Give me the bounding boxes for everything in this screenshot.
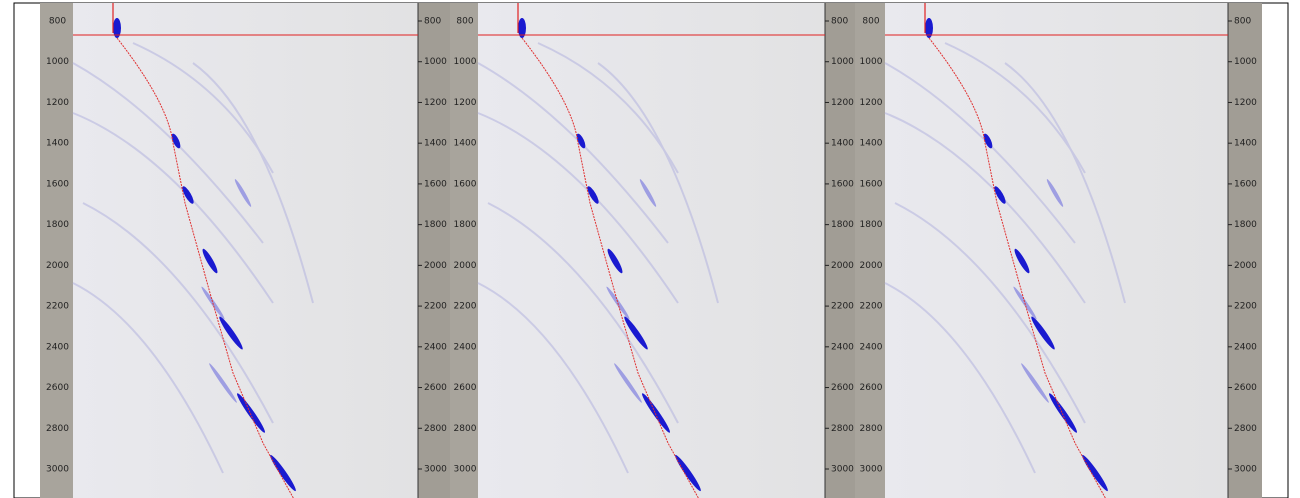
left-tick-label: 2800	[860, 424, 883, 434]
right-tick-label: 3000	[1234, 465, 1257, 475]
plot-area	[478, 3, 825, 498]
right-tick-label: 2400	[831, 342, 854, 352]
left-axis-strip	[450, 3, 478, 498]
left-tick-label: 800	[862, 17, 879, 27]
right-tick-label: 2400	[424, 342, 447, 352]
panel: 800 1000 1200 1400 1600 1800 2000 2200 2400 2600 2…	[855, 2, 1262, 498]
right-tick-label: 2800	[1234, 424, 1257, 434]
left-tick-label: 2000	[46, 261, 69, 271]
right-tick-label: 1400	[1234, 139, 1257, 149]
panel: 800 1000 1200 1400 1600 1800 2000 2200 2400 2600 2…	[40, 2, 450, 498]
left-tick-label: 800	[49, 17, 66, 27]
right-tick-label: 800	[831, 17, 848, 27]
left-axis-strip	[40, 3, 73, 498]
right-tick-label: 1000	[1234, 57, 1257, 67]
right-tick-label: 1800	[1234, 220, 1257, 230]
right-tick-label: 800	[424, 17, 441, 27]
left-tick-label: 1600	[46, 179, 69, 189]
right-tick-label: 1400	[831, 139, 854, 149]
left-tick-label: 1800	[454, 220, 477, 230]
right-tick-label: 2200	[424, 302, 447, 312]
right-tick-label: 2400	[1234, 342, 1257, 352]
left-tick-label: 2400	[454, 342, 477, 352]
right-axis-strip	[1228, 3, 1262, 498]
right-tick-label: 800	[1234, 17, 1251, 27]
panel: 800 1000 1200 1400 1600 1800 2000 2200 2400 2600 2…	[450, 2, 855, 498]
left-tick-label: 2400	[46, 342, 69, 352]
left-tick-label: 2400	[860, 342, 883, 352]
right-tick-label: 3000	[424, 465, 447, 475]
right-tick-label: 2800	[831, 424, 854, 434]
left-tick-label: 1800	[46, 220, 69, 230]
right-tick-label: 1800	[831, 220, 854, 230]
right-tick-label: 2600	[1234, 383, 1257, 393]
right-tick-label: 1200	[831, 98, 854, 108]
right-tick-label: 1600	[1234, 179, 1257, 189]
left-tick-label: 2000	[454, 261, 477, 271]
left-axis-strip	[855, 3, 885, 498]
plot-area	[885, 3, 1228, 498]
left-tick-label: 1000	[454, 57, 477, 67]
right-tick-label: 2000	[831, 261, 854, 271]
left-tick-label: 1200	[46, 98, 69, 108]
left-tick-label: 1600	[860, 179, 883, 189]
left-tick-label: 1600	[454, 179, 477, 189]
left-tick-label: 1400	[46, 139, 69, 149]
left-tick-label: 2600	[46, 383, 69, 393]
right-axis-strip	[418, 3, 450, 498]
right-tick-label: 1000	[424, 57, 447, 67]
right-tick-label: 2800	[424, 424, 447, 434]
left-tick-label: 800	[456, 17, 473, 27]
left-tick-label: 1000	[46, 57, 69, 67]
right-tick-label: 1200	[424, 98, 447, 108]
left-tick-label: 1800	[860, 220, 883, 230]
left-tick-label: 1200	[454, 98, 477, 108]
left-tick-label: 3000	[454, 465, 477, 475]
right-tick-label: 2200	[1234, 302, 1257, 312]
right-tick-label: 1400	[424, 139, 447, 149]
left-tick-label: 1200	[860, 98, 883, 108]
left-tick-label: 2800	[46, 424, 69, 434]
left-tick-label: 1000	[860, 57, 883, 67]
right-tick-label: 3000	[831, 465, 854, 475]
right-tick-label: 2200	[831, 302, 854, 312]
panels: 800 1000 1200 1400 1600 1800 2000 2200 2400 2600 2…	[40, 2, 1262, 498]
left-tick-label: 2600	[860, 383, 883, 393]
right-tick-label: 1600	[424, 179, 447, 189]
plot-area	[73, 3, 418, 498]
left-tick-label: 2200	[860, 302, 883, 312]
right-tick-label: 2600	[424, 383, 447, 393]
right-axis-strip	[825, 3, 855, 498]
right-tick-label: 2000	[424, 261, 447, 271]
left-tick-label: 3000	[860, 465, 883, 475]
left-tick-label: 2800	[454, 424, 477, 434]
left-tick-label: 1400	[860, 139, 883, 149]
left-tick-label: 3000	[46, 465, 69, 475]
left-tick-label: 2600	[454, 383, 477, 393]
left-tick-label: 2200	[46, 302, 69, 312]
left-tick-label: 1400	[454, 139, 477, 149]
left-tick-label: 2000	[860, 261, 883, 271]
right-tick-label: 2000	[1234, 261, 1257, 271]
right-tick-label: 1000	[831, 57, 854, 67]
right-tick-label: 2600	[831, 383, 854, 393]
right-tick-label: 1600	[831, 179, 854, 189]
right-tick-label: 1200	[1234, 98, 1257, 108]
left-tick-label: 2200	[454, 302, 477, 312]
right-tick-label: 1800	[424, 220, 447, 230]
